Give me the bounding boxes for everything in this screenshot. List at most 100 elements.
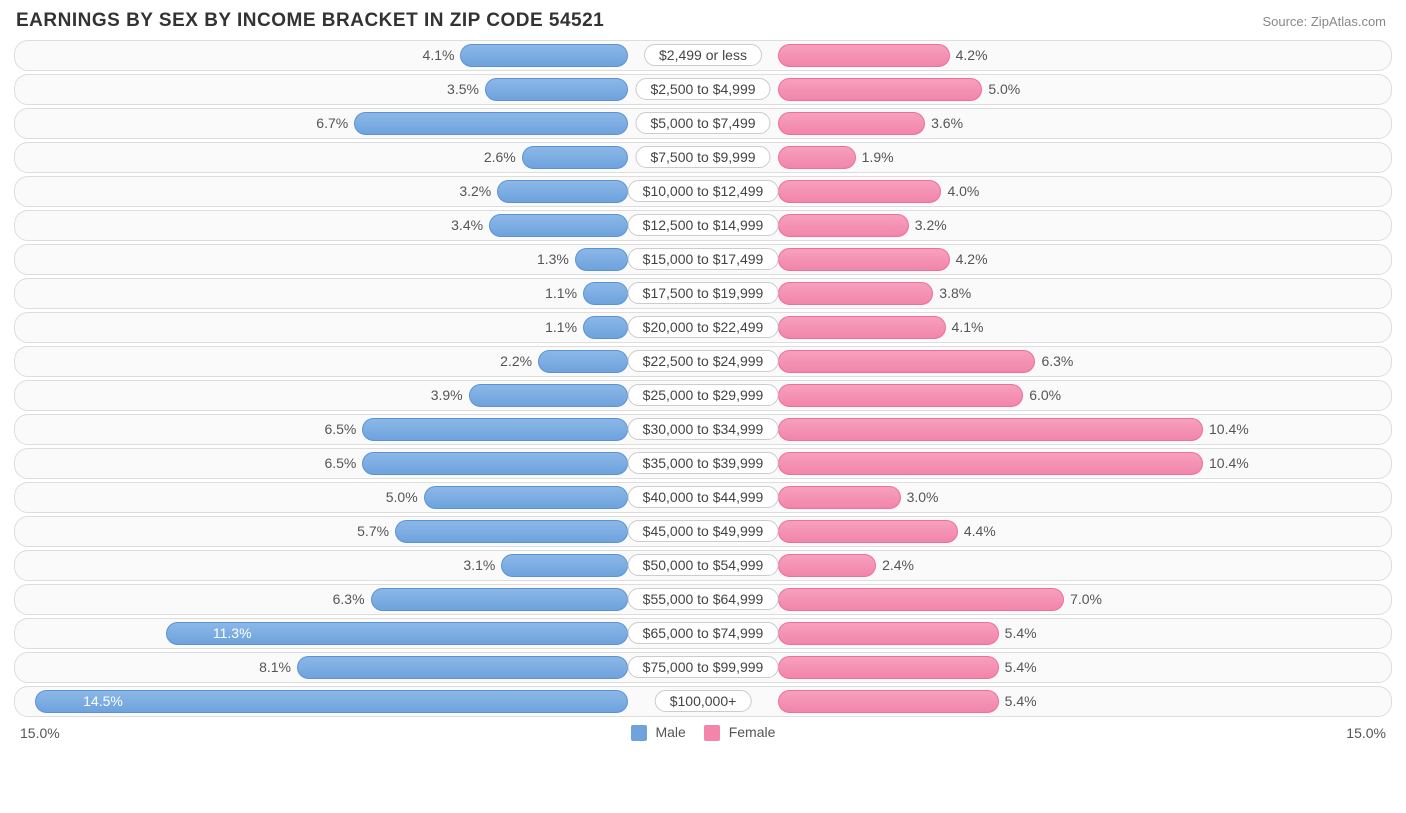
male-bar: [501, 554, 628, 577]
female-bar: [778, 248, 950, 271]
male-pct-label: 3.4%: [451, 217, 483, 233]
chart-row: 14.5% 5.4%$100,000+: [14, 686, 1392, 717]
female-bar: [778, 384, 1023, 407]
female-pct-label: 4.4%: [964, 523, 996, 539]
bracket-label: $75,000 to $99,999: [628, 656, 779, 678]
female-half: 10.4%: [703, 449, 1391, 478]
female-half: 5.4%: [703, 687, 1391, 716]
male-bar: [575, 248, 628, 271]
female-half: 6.3%: [703, 347, 1391, 376]
female-pct-label: 5.4%: [1005, 625, 1037, 641]
bracket-label: $100,000+: [655, 690, 752, 712]
male-pct-label: 6.7%: [316, 115, 348, 131]
female-half: 5.0%: [703, 75, 1391, 104]
female-half: 4.2%: [703, 41, 1391, 70]
male-pct-label: 3.9%: [431, 387, 463, 403]
female-half: 3.0%: [703, 483, 1391, 512]
male-pct-label: 3.5%: [447, 81, 479, 97]
male-bar: [371, 588, 628, 611]
chart-row: 3.1%2.4%$50,000 to $54,999: [14, 550, 1392, 581]
chart-row: 6.5% 10.4% $35,000 to $39,999: [14, 448, 1392, 479]
female-bar: [778, 214, 909, 237]
chart-row: 3.4%3.2%$12,500 to $14,999: [14, 210, 1392, 241]
bracket-label: $35,000 to $39,999: [628, 452, 779, 474]
female-pct-label: 7.0%: [1070, 591, 1102, 607]
female-pct-label: 6.0%: [1029, 387, 1061, 403]
chart-row: 6.3% 7.0% $55,000 to $64,999: [14, 584, 1392, 615]
male-half: 1.1%: [15, 313, 703, 342]
male-half: 3.2%: [15, 177, 703, 206]
female-half: 5.4%: [703, 653, 1391, 682]
female-half: 4.0%: [703, 177, 1391, 206]
bracket-label: $20,000 to $22,499: [628, 316, 779, 338]
chart-row: 2.6%1.9%$7,500 to $9,999: [14, 142, 1392, 173]
chart-footer: 15.0% Male Female 15.0%: [0, 720, 1406, 741]
axis-right-max: 15.0%: [1346, 725, 1386, 741]
male-half: 6.5%: [15, 415, 703, 444]
male-pct-label: 8.1%: [259, 659, 291, 675]
bracket-label: $40,000 to $44,999: [628, 486, 779, 508]
female-pct-label: 3.0%: [907, 489, 939, 505]
male-pct-label: 4.1%: [423, 47, 455, 63]
female-bar: [778, 486, 901, 509]
female-pct-label: 10.4%: [1209, 455, 1249, 471]
male-half: 1.1%: [15, 279, 703, 308]
male-bar: [538, 350, 628, 373]
male-bar: [583, 282, 628, 305]
female-pct-label: 4.1%: [952, 319, 984, 335]
chart-body: 4.1%4.2%$2,499 or less3.5%5.0%$2,500 to …: [0, 40, 1406, 717]
female-pct-label: 3.6%: [931, 115, 963, 131]
bracket-label: $22,500 to $24,999: [628, 350, 779, 372]
bracket-label: $7,500 to $9,999: [635, 146, 770, 168]
male-half: 6.5%: [15, 449, 703, 478]
male-pct-label: 14.5%: [83, 693, 123, 709]
chart-row: 6.5%10.4%$30,000 to $34,999: [14, 414, 1392, 445]
female-bar: [778, 520, 958, 543]
bracket-label: $55,000 to $64,999: [628, 588, 779, 610]
male-pct-label: 3.1%: [463, 557, 495, 573]
male-half: 5.7%: [15, 517, 703, 546]
legend-female-label: Female: [729, 724, 776, 740]
male-bar: [424, 486, 628, 509]
female-bar: [778, 418, 1203, 441]
chart-row: 3.2%4.0%$10,000 to $12,499: [14, 176, 1392, 207]
source-attribution: Source: ZipAtlas.com: [1262, 14, 1386, 29]
male-bar: [522, 146, 628, 169]
female-swatch-icon: [704, 725, 720, 741]
male-half: 3.9%: [15, 381, 703, 410]
chart-row: 1.1% 4.1% $20,000 to $22,499: [14, 312, 1392, 343]
male-bar: [497, 180, 628, 203]
female-bar: [778, 622, 999, 645]
female-bar: [778, 180, 941, 203]
legend-male: Male: [631, 724, 686, 741]
male-bar: [460, 44, 628, 67]
male-pct-label: 5.0%: [386, 489, 418, 505]
male-pct-label: 3.2%: [459, 183, 491, 199]
male-half: 1.3%: [15, 245, 703, 274]
female-half: 2.4%: [703, 551, 1391, 580]
chart-row: 6.7%3.6%$5,000 to $7,499: [14, 108, 1392, 139]
female-half: 4.1%: [703, 313, 1391, 342]
female-half: 3.6%: [703, 109, 1391, 138]
female-bar: [778, 44, 950, 67]
male-half: 6.3%: [15, 585, 703, 614]
chart-title: EARNINGS BY SEX BY INCOME BRACKET IN ZIP…: [16, 10, 604, 32]
female-pct-label: 4.0%: [947, 183, 979, 199]
male-half: 6.7%: [15, 109, 703, 138]
female-half: 3.8%: [703, 279, 1391, 308]
male-bar: [583, 316, 628, 339]
bracket-label: $65,000 to $74,999: [628, 622, 779, 644]
chart-row: 5.7%4.4%$45,000 to $49,999: [14, 516, 1392, 547]
female-half: 5.4%: [703, 619, 1391, 648]
male-pct-label: 6.5%: [324, 421, 356, 437]
male-pct-label: 2.6%: [484, 149, 516, 165]
bracket-label: $15,000 to $17,499: [628, 248, 779, 270]
chart-row: 2.2%6.3%$22,500 to $24,999: [14, 346, 1392, 377]
chart-row: 5.0% 3.0% $40,000 to $44,999: [14, 482, 1392, 513]
male-bar: [354, 112, 628, 135]
male-pct-label: 6.5%: [324, 455, 356, 471]
chart-row: 1.3%4.2%$15,000 to $17,499: [14, 244, 1392, 275]
female-bar: [778, 112, 925, 135]
female-pct-label: 3.2%: [915, 217, 947, 233]
male-half: 8.1%: [15, 653, 703, 682]
